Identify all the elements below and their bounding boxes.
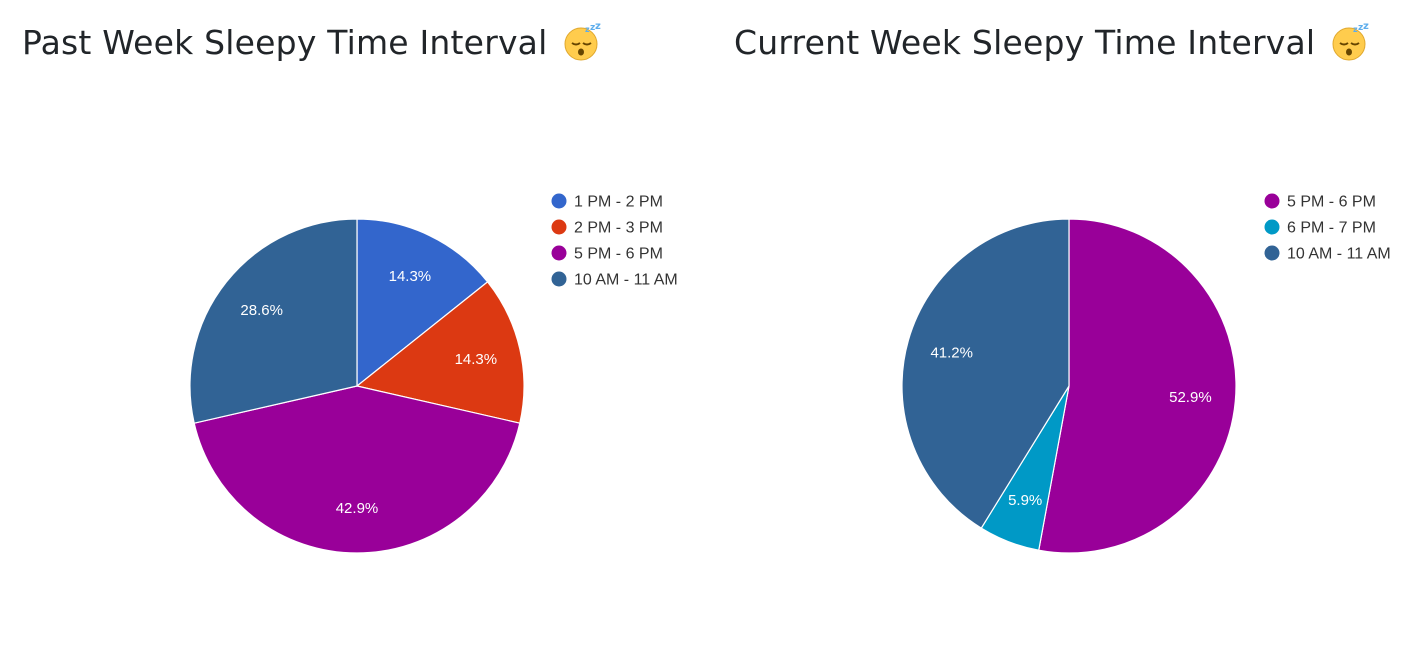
slice-percent-label: 14.3%: [389, 268, 432, 285]
chart-title-text: Past Week Sleepy Time Interval: [22, 22, 548, 62]
legend-item[interactable]: 1 PM - 2 PM: [551, 193, 663, 211]
slice-percent-label: 14.3%: [455, 351, 498, 368]
svg-text:z: z: [1353, 25, 1358, 34]
legend-label: 5 PM - 6 PM: [574, 246, 663, 263]
legend-item[interactable]: 10 AM - 11 AM: [1264, 245, 1391, 263]
legend-item[interactable]: 5 PM - 6 PM: [551, 245, 663, 263]
legend-item[interactable]: 2 PM - 3 PM: [551, 219, 663, 237]
pie-slice[interactable]: [193, 385, 521, 554]
svg-text:z: z: [590, 23, 595, 33]
chart-title-text: Current Week Sleepy Time Interval: [734, 22, 1316, 62]
pie-slice[interactable]: [356, 218, 489, 388]
chart-title: Current Week Sleepy Time Interval z z z: [734, 22, 1369, 62]
legend-label: 2 PM - 3 PM: [574, 220, 663, 237]
legend-label: 6 PM - 7 PM: [1287, 220, 1376, 237]
legend-marker: [551, 245, 567, 261]
legend-marker: [1264, 245, 1280, 261]
legend-label: 1 PM - 2 PM: [574, 194, 663, 211]
legend-item[interactable]: 10 AM - 11 AM: [551, 271, 678, 289]
legend-marker: [1264, 219, 1280, 235]
past-week-chart-panel: Past Week Sleepy Time Interval z z z 14.…: [0, 0, 712, 649]
pie-slice[interactable]: [901, 218, 1070, 529]
legend-label: 10 AM - 11 AM: [574, 272, 678, 289]
slice-percent-label: 41.2%: [930, 345, 973, 362]
legend-item[interactable]: 5 PM - 6 PM: [1264, 193, 1376, 211]
legend-marker: [1264, 193, 1280, 209]
pie-slice[interactable]: [355, 281, 525, 424]
legend-marker: [551, 271, 567, 287]
svg-text:z: z: [1363, 22, 1369, 32]
sleeping-face-icon: z z z: [564, 22, 601, 61]
legend-label: 5 PM - 6 PM: [1287, 194, 1376, 211]
svg-text:z: z: [1358, 23, 1363, 33]
slice-percent-label: 52.9%: [1169, 389, 1212, 406]
legend-marker: [551, 219, 567, 235]
past-week-pie-chart: 14.3% 14.3% 42.9% 28.6% 1 PM - 2 PM 2 PM - 3 …: [189, 193, 678, 554]
legend-item[interactable]: 6 PM - 7 PM: [1264, 219, 1376, 237]
slice-percent-label: 5.9%: [1008, 492, 1042, 509]
current-week-pie-chart: 52.9% 5.9% 41.2% 5 PM - 6 PM 6 PM - 7 PM 10 A…: [901, 193, 1391, 554]
svg-text:z: z: [585, 25, 590, 34]
legend-marker: [551, 193, 567, 209]
pie-slice[interactable]: [189, 218, 358, 424]
slice-percent-label: 42.9%: [336, 500, 379, 517]
current-week-chart-panel: Current Week Sleepy Time Interval z z z …: [712, 0, 1424, 649]
legend-label: 10 AM - 11 AM: [1287, 246, 1391, 263]
svg-text:z: z: [595, 22, 601, 32]
sleeping-face-icon: z z z: [1332, 22, 1369, 61]
pie-slice[interactable]: [1038, 218, 1237, 554]
chart-title: Past Week Sleepy Time Interval z z z: [22, 22, 601, 62]
slice-percent-label: 28.6%: [240, 302, 283, 319]
